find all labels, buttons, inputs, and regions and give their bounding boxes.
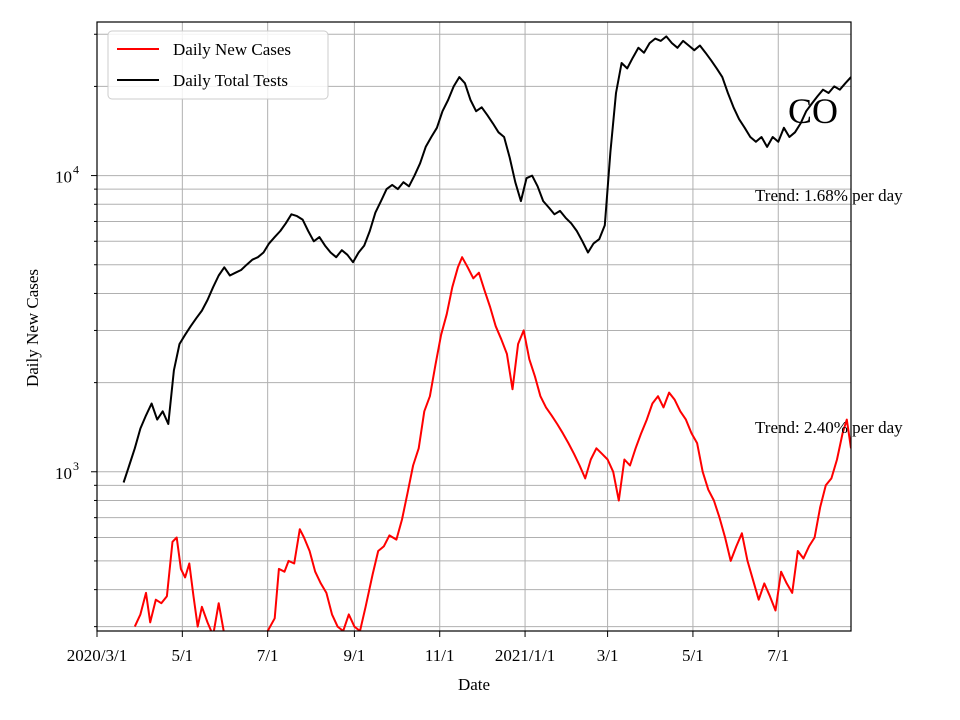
series-lines: [122, 35, 851, 631]
y-tick-label-exponent: 3: [73, 459, 79, 473]
x-tick-label: 9/1: [344, 646, 366, 665]
x-tick-label: 2020/3/1: [67, 646, 127, 665]
x-tick-label: 7/1: [767, 646, 789, 665]
x-tick-label: 7/1: [257, 646, 279, 665]
trend-annotation-cases: Trend: 2.40% per day: [755, 418, 903, 437]
plot-frame: [96, 21, 852, 632]
trend-annotation-tests: Trend: 1.68% per day: [755, 186, 903, 205]
x-tick-label: 5/1: [171, 646, 193, 665]
grid-lines: [96, 22, 851, 631]
x-tick-label: 3/1: [597, 646, 619, 665]
series-line-daily-new-cases: [133, 256, 851, 631]
y-tick-label: 104: [55, 163, 79, 187]
y-axis-label: Daily New Cases: [23, 269, 42, 387]
x-tick-label: 5/1: [682, 646, 704, 665]
series-line-daily-total-tests: [122, 35, 851, 483]
x-tick-label: 11/1: [425, 646, 455, 665]
y-tick-label-exponent: 4: [73, 163, 79, 177]
legend-label-daily-total-tests: Daily Total Tests: [173, 71, 288, 90]
x-axis-label: Date: [458, 675, 490, 694]
y-tick-label: 103: [55, 459, 79, 483]
legend-label-daily-new-cases: Daily New Cases: [173, 40, 291, 59]
axis-ticks: 2020/3/1 5/1 7/1 9/1 11/1 2021/1/1 3/1 5/1 7/1 10…: [55, 33, 789, 665]
state-label: CO: [788, 91, 838, 131]
legend-box: [107, 30, 329, 100]
x-tick-label: 2021/1/1: [495, 646, 555, 665]
legend: Daily New Cases Daily Total Tests: [107, 30, 329, 100]
